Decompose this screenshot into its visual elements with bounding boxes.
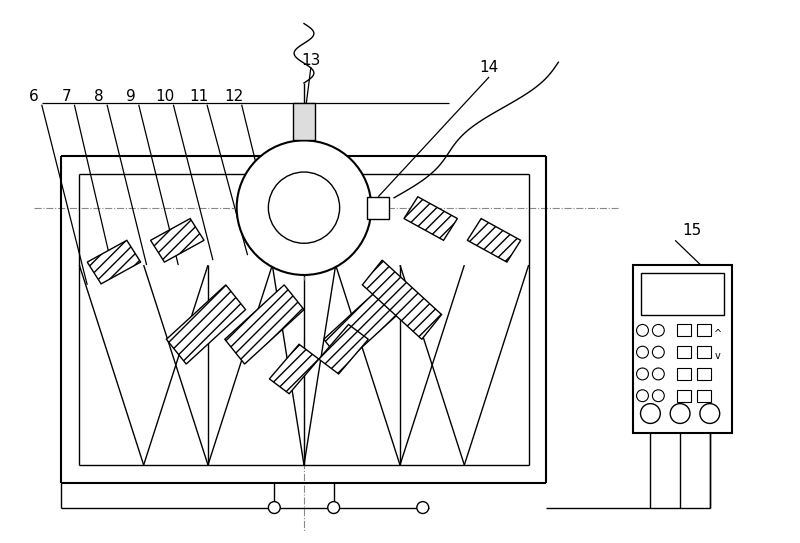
- Polygon shape: [362, 260, 442, 339]
- Text: 13: 13: [302, 53, 321, 68]
- Circle shape: [652, 346, 664, 358]
- Circle shape: [637, 390, 649, 402]
- Bar: [293, 103, 315, 140]
- Bar: [677, 368, 691, 380]
- Bar: [697, 325, 710, 336]
- Circle shape: [670, 403, 690, 424]
- Circle shape: [652, 368, 664, 380]
- Text: 9: 9: [126, 89, 136, 104]
- Polygon shape: [166, 285, 246, 364]
- Text: ^: ^: [714, 330, 722, 339]
- Bar: [697, 368, 710, 380]
- Bar: [677, 390, 691, 402]
- Circle shape: [641, 403, 660, 424]
- Bar: [641, 273, 724, 314]
- Circle shape: [417, 502, 429, 514]
- Text: 12: 12: [224, 89, 243, 104]
- Text: 8: 8: [94, 89, 104, 104]
- Polygon shape: [467, 218, 521, 262]
- Bar: [677, 325, 691, 336]
- Circle shape: [637, 346, 649, 358]
- Circle shape: [268, 502, 280, 514]
- Circle shape: [328, 502, 340, 514]
- Text: 10: 10: [156, 89, 175, 104]
- Bar: [697, 346, 710, 358]
- Text: 11: 11: [190, 89, 209, 104]
- Circle shape: [637, 368, 649, 380]
- Polygon shape: [324, 285, 403, 364]
- Circle shape: [237, 140, 371, 275]
- Bar: [677, 346, 691, 358]
- Text: 15: 15: [682, 223, 702, 238]
- Polygon shape: [270, 344, 319, 394]
- Polygon shape: [225, 285, 304, 364]
- Circle shape: [652, 325, 664, 336]
- Polygon shape: [404, 197, 458, 241]
- Circle shape: [637, 325, 649, 336]
- Circle shape: [652, 390, 664, 402]
- Circle shape: [700, 403, 720, 424]
- Text: 14: 14: [479, 60, 498, 74]
- Polygon shape: [319, 325, 368, 374]
- Polygon shape: [150, 218, 204, 262]
- Text: v: v: [715, 351, 721, 361]
- Bar: [633, 265, 731, 433]
- Bar: [367, 197, 389, 218]
- Polygon shape: [87, 241, 141, 284]
- Text: 7: 7: [62, 89, 71, 104]
- Bar: [697, 390, 710, 402]
- Circle shape: [268, 172, 340, 243]
- Text: 6: 6: [29, 89, 38, 104]
